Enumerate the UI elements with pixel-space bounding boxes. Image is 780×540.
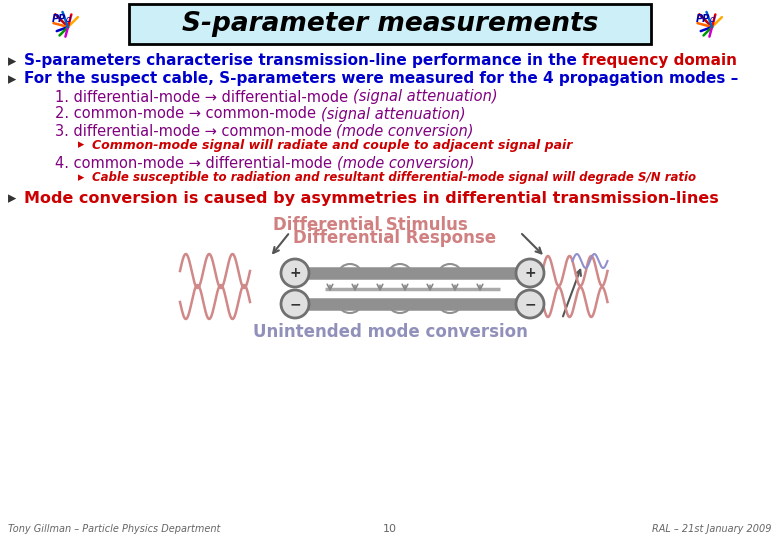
Text: +: + [524, 266, 536, 280]
Text: ▸: ▸ [78, 172, 84, 185]
Text: For the suspect cable, S-parameters were measured for the 4 propagation modes –: For the suspect cable, S-parameters were… [24, 71, 739, 86]
Text: (signal attenuation): (signal attenuation) [353, 90, 498, 105]
Text: ▸: ▸ [8, 52, 16, 70]
Text: PP: PP [696, 14, 711, 24]
Text: 10: 10 [383, 524, 397, 534]
Text: ▸: ▸ [78, 138, 84, 152]
Text: PP: PP [52, 14, 66, 24]
Text: −: − [289, 297, 301, 311]
Circle shape [281, 259, 309, 287]
Text: S-parameters characterise transmission-line performance in the: S-parameters characterise transmission-l… [24, 53, 582, 69]
Circle shape [516, 290, 544, 318]
Circle shape [281, 290, 309, 318]
Text: −: − [524, 297, 536, 311]
Text: S-parameter measurements: S-parameter measurements [182, 11, 598, 37]
Text: 1. differential-mode → differential-mode: 1. differential-mode → differential-mode [55, 90, 353, 105]
Text: RAL – 21st January 2009: RAL – 21st January 2009 [653, 524, 772, 534]
Text: d: d [66, 15, 72, 24]
FancyBboxPatch shape [129, 4, 651, 44]
Text: Unintended mode conversion: Unintended mode conversion [253, 323, 527, 341]
Text: Cable susceptible to radiation and resultant differential-mode signal will degra: Cable susceptible to radiation and resul… [92, 172, 696, 185]
Text: Tony Gillman – Particle Physics Department: Tony Gillman – Particle Physics Departme… [8, 524, 221, 534]
Text: ▸: ▸ [8, 70, 16, 88]
Text: 2. common-mode → common-mode: 2. common-mode → common-mode [55, 106, 321, 122]
Text: d: d [710, 15, 715, 24]
Text: Differential Response: Differential Response [293, 229, 497, 247]
Text: 3. differential-mode → common-mode: 3. differential-mode → common-mode [55, 124, 336, 138]
Text: (signal attenuation): (signal attenuation) [321, 106, 465, 122]
Text: +: + [289, 266, 301, 280]
Text: frequency domain: frequency domain [582, 53, 737, 69]
Circle shape [516, 259, 544, 287]
Text: (mode conversion): (mode conversion) [336, 124, 474, 138]
Text: Differential Stimulus: Differential Stimulus [273, 216, 467, 234]
Text: Common-mode signal will radiate and couple to adjacent signal pair: Common-mode signal will radiate and coup… [92, 138, 573, 152]
Text: 4. common-mode → differential-mode: 4. common-mode → differential-mode [55, 156, 337, 171]
Text: (mode conversion): (mode conversion) [337, 156, 474, 171]
Text: ▸: ▸ [8, 189, 16, 207]
Text: Mode conversion is caused by asymmetries in differential transmission-lines: Mode conversion is caused by asymmetries… [24, 191, 718, 206]
